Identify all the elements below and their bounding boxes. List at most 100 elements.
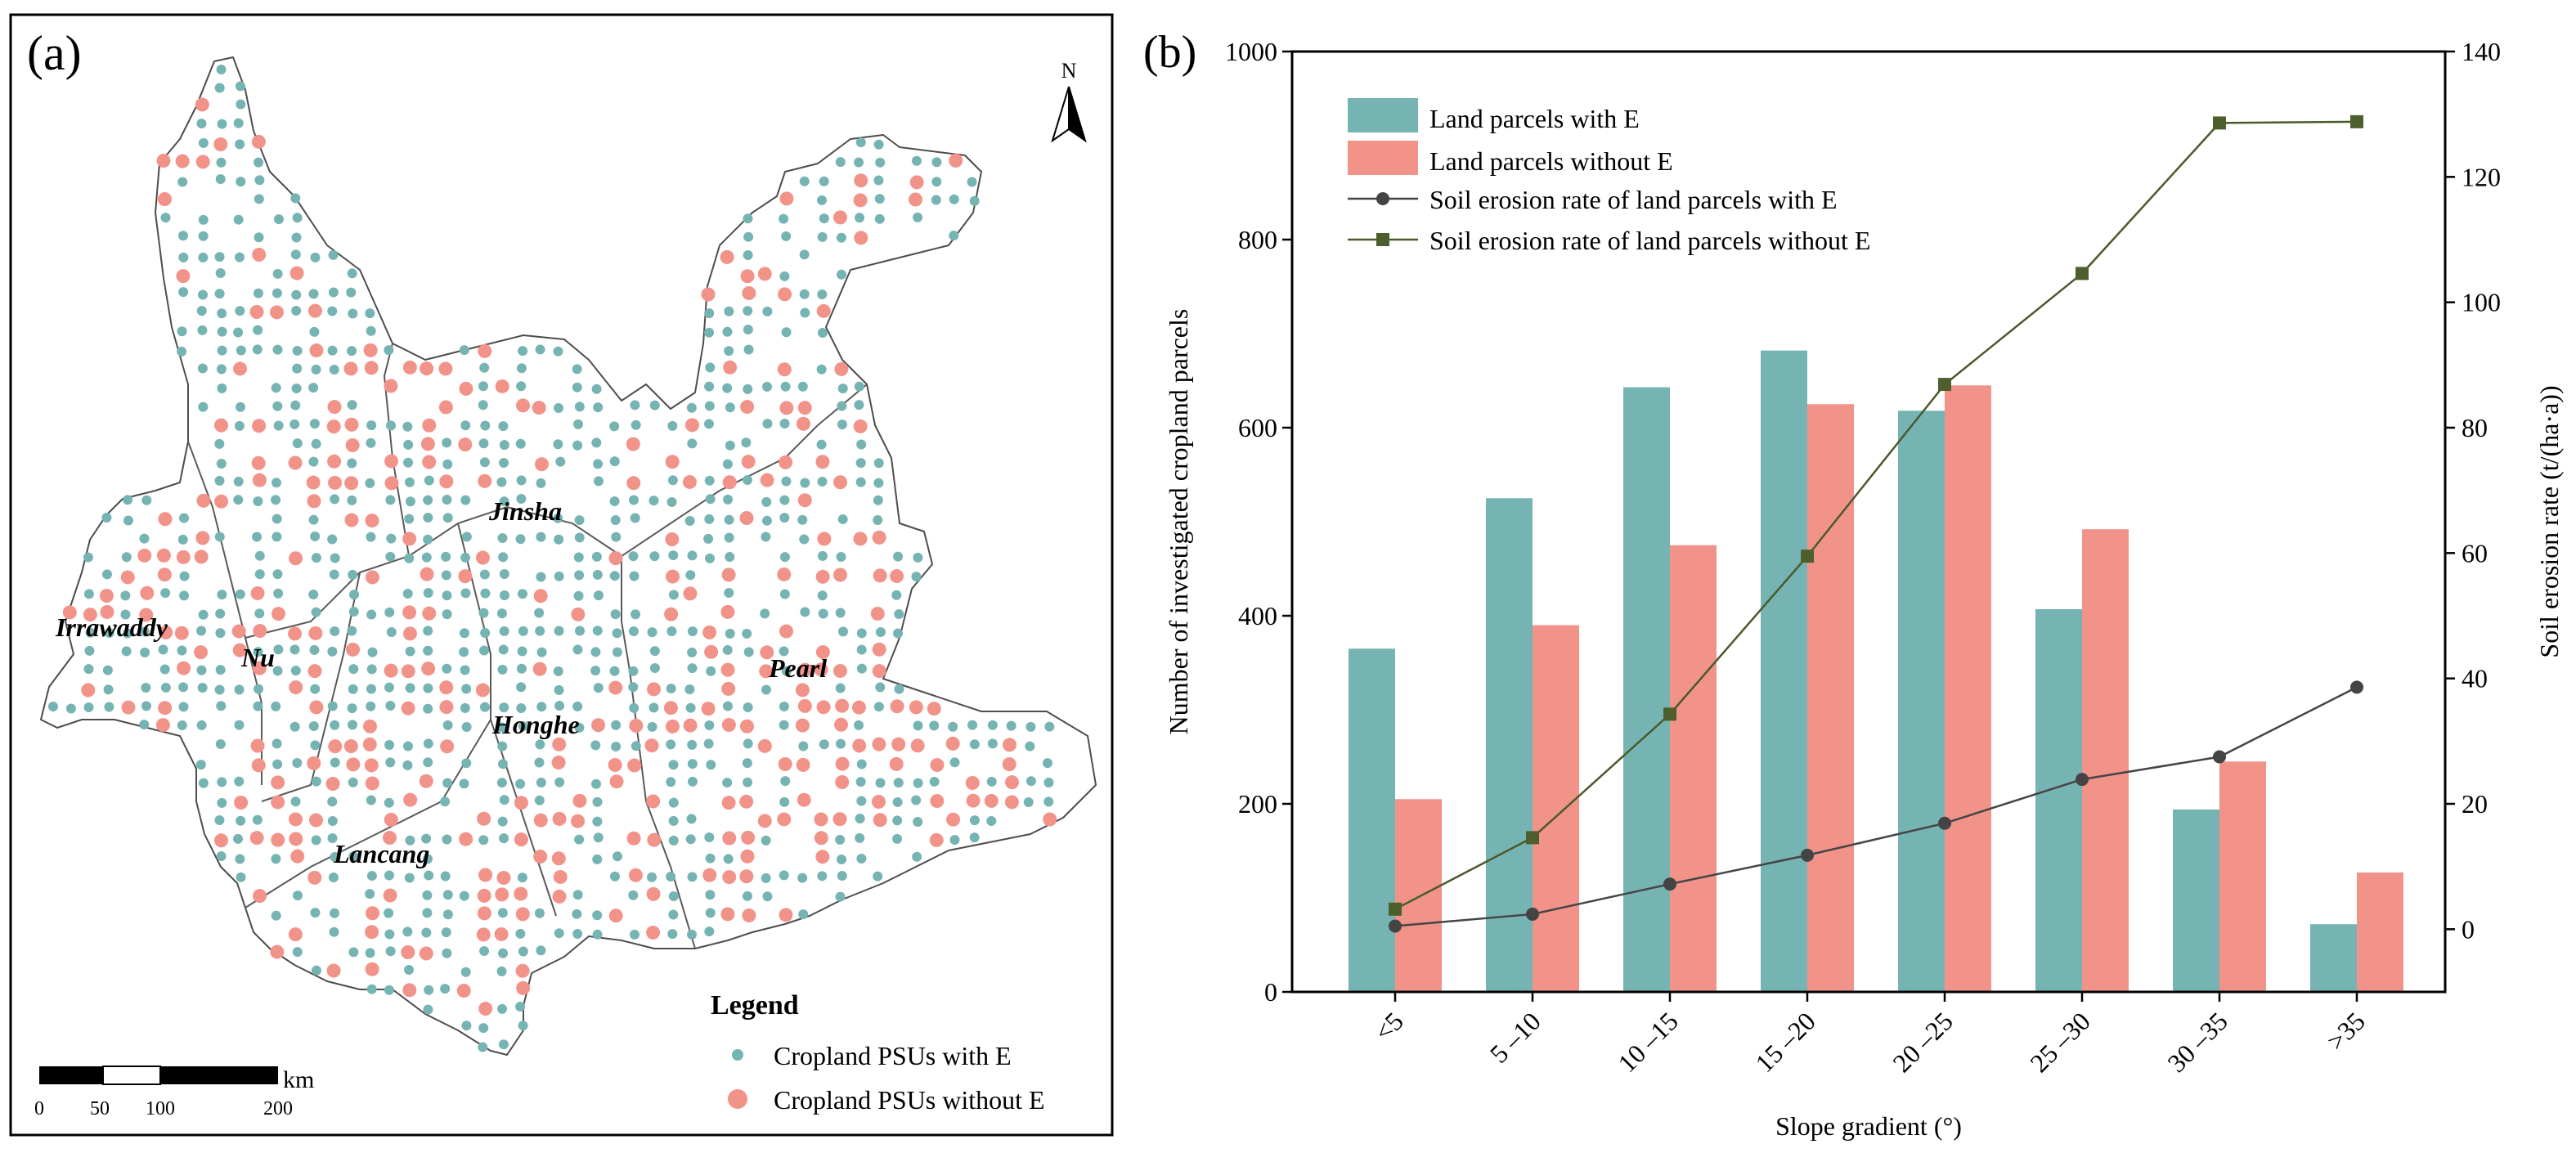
province-outline [40, 56, 1097, 1056]
y2-tick-label: 100 [2462, 288, 2501, 317]
psu-dot-with-e [668, 891, 679, 902]
psu-dot-with-e [875, 778, 886, 788]
psu-dot-with-e [254, 175, 265, 186]
psu-dot-with-e [460, 495, 471, 505]
psu-dot-with-e [911, 795, 922, 805]
psu-dot-with-e [592, 796, 603, 807]
psu-dot-with-e [743, 325, 753, 335]
psu-dot-with-e [799, 249, 810, 260]
psu-dot-without-e [720, 662, 735, 677]
psu-dot-without-e [249, 831, 264, 846]
psu-dot-with-e [631, 741, 641, 751]
psu-dot-with-e [722, 326, 733, 337]
psu-dot-with-e [252, 532, 263, 542]
psu-dot-without-e [62, 605, 77, 620]
psu-dot-without-e [253, 889, 267, 904]
psu-dot-without-e [158, 701, 173, 716]
psu-dot-with-e [498, 421, 509, 432]
psu-dot-with-e [572, 890, 583, 900]
psu-dot-with-e [366, 871, 377, 882]
psu-dot-with-e [272, 569, 283, 580]
psu-dot-with-e [404, 873, 415, 883]
psu-dot-with-e [499, 457, 509, 468]
psu-dot-with-e [854, 720, 864, 730]
psu-dot-with-e [779, 646, 789, 657]
psu-dot-without-e [309, 700, 324, 715]
psu-dot-without-e [401, 701, 415, 716]
psu-dot-with-e [967, 177, 977, 187]
psu-dot-with-e [780, 381, 791, 392]
psu-dot-with-e [384, 797, 394, 808]
psu-dot-without-e [663, 701, 678, 716]
psu-dot-with-e [610, 515, 621, 526]
psu-dot-without-e [664, 607, 679, 621]
psu-dot-without-e [646, 886, 661, 901]
psu-dot-with-e [948, 721, 958, 732]
psu-dot-without-e [835, 756, 850, 771]
psu-dot-with-e [253, 325, 263, 335]
psu-dot-with-e [253, 647, 263, 657]
psu-dot-with-e [705, 494, 716, 505]
psu-dot-with-e [197, 325, 208, 335]
psu-dot-with-e [217, 777, 227, 787]
psu-dot-with-e [779, 720, 789, 730]
psu-dot-with-e [799, 534, 810, 545]
psu-dot-with-e [497, 816, 508, 827]
x-tick-label: 30 –35 [2161, 1006, 2233, 1078]
psu-dot-without-e [459, 832, 473, 846]
psu-dot-with-e [366, 664, 377, 675]
psu-dot-with-e [327, 306, 338, 316]
psu-dot-without-e [832, 663, 847, 678]
psu-dot-with-e [969, 815, 980, 826]
psu-dot-with-e [591, 384, 602, 394]
psu-dot-with-e [496, 722, 507, 733]
psu-dot-without-e [251, 134, 266, 149]
psu-dot-with-e [687, 759, 698, 769]
psu-dot-with-e [949, 194, 959, 204]
psu-dot-without-e [289, 266, 304, 280]
psu-dot-without-e [551, 756, 566, 770]
psu-dot-with-e [272, 268, 283, 279]
bar-without-e [1670, 545, 1717, 992]
psu-dot-with-e [554, 928, 564, 939]
psu-dot-with-e [781, 327, 792, 338]
psu-dot-with-e [327, 815, 338, 826]
psu-dot-with-e [235, 854, 245, 864]
psu-dot-without-e [249, 305, 264, 320]
north-label: N [1061, 59, 1077, 83]
psu-dot-with-e [609, 871, 620, 882]
psu-dot-with-e [553, 513, 563, 523]
psu-dot-with-e [687, 663, 698, 674]
bar-with-e [1623, 387, 1670, 992]
psu-dot-with-e [535, 344, 545, 355]
psu-dot-with-e [931, 177, 942, 187]
psu-dot-with-e [875, 682, 886, 693]
psu-dot-without-e [740, 400, 755, 415]
psu-dot-with-e [913, 778, 923, 788]
psu-dot-without-e [757, 814, 772, 828]
psu-dot-with-e [214, 532, 225, 542]
psu-dot-without-e [533, 850, 548, 864]
psu-dot-without-e [740, 849, 755, 864]
psu-dot-with-e [104, 627, 114, 638]
psu-dot-with-e [347, 400, 357, 411]
psu-dot-with-e [196, 306, 207, 316]
psu-dot-with-e [198, 231, 209, 241]
scale-tick: 0 [34, 1098, 44, 1119]
psu-dot-without-e [288, 927, 303, 942]
psu-dot-without-e [364, 361, 379, 375]
y2-tick-label: 140 [2462, 37, 2501, 66]
psu-dot-with-e [516, 663, 527, 674]
psu-dot-without-e [403, 792, 418, 807]
psu-dot-with-e [461, 721, 472, 732]
psu-dot-without-e [176, 269, 191, 284]
psu-dot-with-e [402, 760, 413, 770]
psu-dot-with-e [1023, 796, 1034, 807]
psu-dot-with-e [593, 590, 604, 601]
psu-dot-with-e [402, 421, 413, 432]
psu-dot-with-e [742, 758, 752, 769]
psu-dot-with-e [949, 757, 960, 768]
psu-dot-without-e [778, 287, 792, 302]
psu-dot-with-e [1006, 720, 1016, 731]
point-rate-with-e [2213, 750, 2226, 764]
